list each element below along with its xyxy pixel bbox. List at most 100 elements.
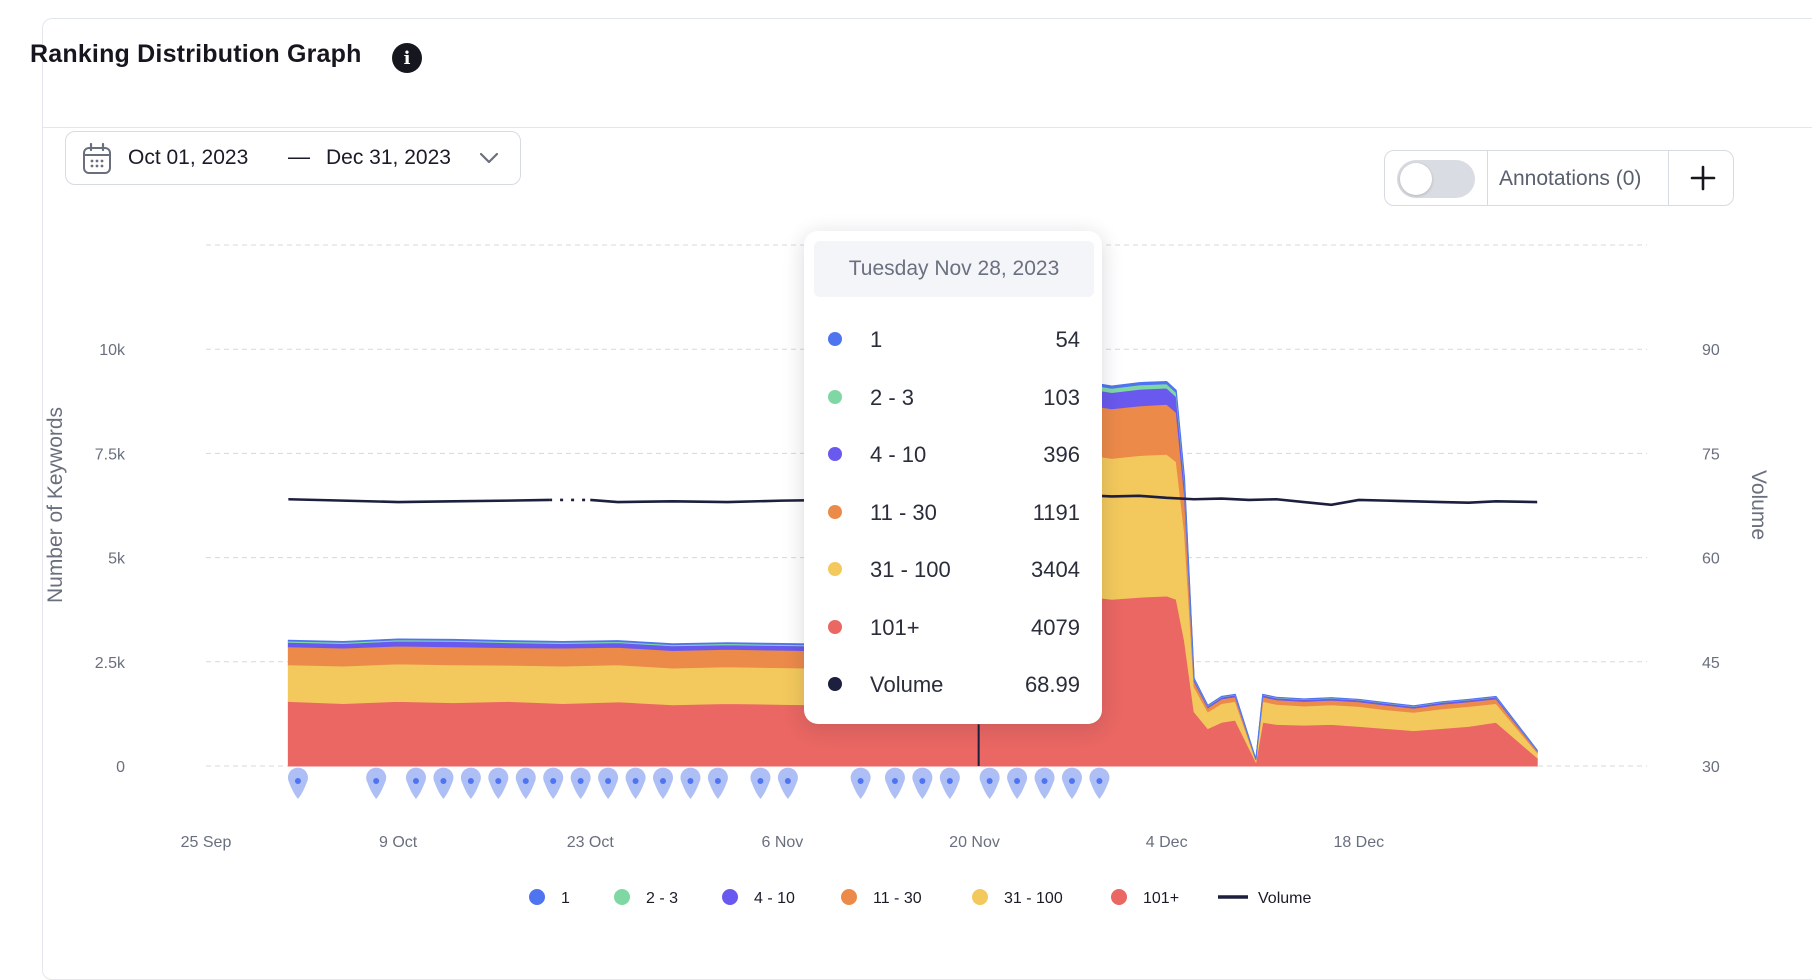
divider [1487, 151, 1488, 205]
annotation-pin-dot [495, 778, 502, 784]
y-right-axis-title: Volume [1747, 470, 1770, 540]
start-date[interactable]: Oct 01, 2023 [128, 146, 249, 169]
tooltip-value: 1191 [1032, 499, 1080, 525]
tooltip-label: 2 - 3 [870, 384, 915, 410]
end-date[interactable]: Dec 31, 2023 [326, 146, 451, 169]
annotation-pin-dot [440, 778, 447, 784]
annotation-pin-dot [757, 778, 764, 784]
calendar-icon [83, 143, 111, 174]
annotation-pin-dot [467, 778, 474, 784]
annotation-pin-dot [1096, 778, 1103, 784]
card-header [43, 19, 1812, 128]
tooltip-row: Volume 68.99 [804, 664, 1102, 704]
legend-dot-icon [841, 889, 857, 905]
tooltip-value: 3404 [1031, 557, 1080, 582]
annotation-pin-dot [1068, 778, 1075, 784]
tooltip-value: 396 [1043, 442, 1080, 467]
annotation-pin-dot [550, 778, 557, 784]
annotations-control: Annotations (0) [1384, 150, 1734, 206]
y-right-tick-label: 90 [1702, 342, 1720, 359]
legend-label: 4 - 10 [754, 890, 795, 907]
annotation-pin-dot [632, 778, 639, 784]
x-tick-label: 20 Nov [949, 834, 1000, 851]
tooltip-value: 54 [1055, 327, 1080, 352]
annotation-pin-dot [919, 778, 926, 784]
tooltip-value: 103 [1043, 384, 1080, 410]
y-right-tick-label: 45 [1702, 655, 1720, 672]
y-left-tick-label: 7.5k [95, 446, 126, 463]
x-tick-label: 6 Nov [762, 834, 804, 851]
y-left-tick-label: 10k [99, 342, 126, 359]
annotation-pin-dot [522, 778, 529, 784]
date-separator: — [288, 144, 310, 169]
annotation-pin-dot [660, 778, 667, 784]
annotation-pin-dot [857, 778, 864, 784]
annotation-pin-dot [1014, 778, 1021, 784]
tooltip-row: 4 - 10 396 [804, 434, 1102, 474]
tooltip-label: Volume [870, 672, 944, 697]
y-right-tick-label: 30 [1702, 759, 1720, 776]
tooltip-label: 101+ [870, 614, 920, 640]
tooltip-value: 4079 [1031, 614, 1080, 640]
annotation-pin-dot [986, 778, 993, 784]
tooltip-label: 11 - 30 [870, 499, 937, 525]
annotations-toggle[interactable] [1397, 160, 1475, 198]
series-dot-icon [828, 504, 842, 519]
legend-dot-icon [1111, 889, 1127, 905]
tooltip-label: 31 - 100 [870, 557, 951, 582]
y-left-tick-label: 0 [116, 759, 125, 776]
legend-label: 101+ [1143, 890, 1179, 907]
x-tick-label: 18 Dec [1333, 834, 1384, 851]
series-dot-icon [828, 389, 842, 404]
annotation-pin-dot [1041, 778, 1048, 784]
y-left-axis-title: Number of Keywords [44, 407, 67, 603]
legend-label: 11 - 30 [873, 890, 922, 907]
x-tick-label: 9 Oct [379, 834, 418, 851]
legend-dot-icon [972, 889, 988, 905]
tooltip-row: 11 - 30 1191 [804, 492, 1102, 532]
x-tick-label: 25 Sep [181, 834, 232, 851]
divider [1668, 151, 1669, 205]
y-left-tick-label: 2.5k [95, 655, 126, 672]
y-right-tick-label: 60 [1702, 551, 1720, 568]
legend-label: 2 - 3 [646, 890, 678, 907]
legend-dot-icon [614, 889, 630, 905]
annotation-pin-dot [891, 778, 898, 784]
tooltip-label: 4 - 10 [870, 442, 927, 467]
y-right-tick-label: 75 [1702, 446, 1720, 463]
plus-icon[interactable] [1685, 160, 1721, 196]
legend-dot-icon [722, 889, 738, 905]
info-icon[interactable]: i [392, 43, 422, 73]
date-range-picker[interactable]: Oct 01, 2023 — Dec 31, 2023 [65, 131, 521, 185]
tooltip-row: 101+ 4079 [804, 607, 1102, 647]
y-left-tick-label: 5k [108, 551, 126, 568]
series-dot-icon [828, 332, 842, 346]
tooltip-row: 2 - 3 103 [804, 377, 1102, 417]
annotation-pin-dot [784, 778, 791, 784]
tooltip-row: 1 54 [804, 319, 1102, 359]
x-tick-label: 23 Oct [567, 834, 615, 851]
annotation-pin-dot [577, 778, 584, 784]
legend-label: 31 - 100 [1004, 890, 1063, 907]
series-dot-icon [828, 562, 842, 576]
annotations-label: Annotations (0) [1499, 167, 1642, 190]
annotation-pin-dot [373, 778, 380, 784]
annotation-pin-dot [412, 778, 419, 784]
page-title: Ranking Distribution Graph [30, 40, 362, 68]
annotation-pin-dot [605, 778, 612, 784]
chevron-down-icon[interactable] [478, 149, 500, 167]
annotation-pin-dot [714, 778, 721, 784]
series-dot-icon [828, 619, 842, 634]
chart-tooltip: Tuesday Nov 28, 2023 1 54 2 - 3 103 4 - 10 39… [804, 231, 1102, 724]
toggle-knob [1400, 163, 1432, 195]
series-dot-icon [828, 447, 842, 461]
x-tick-label: 4 Dec [1146, 834, 1188, 851]
annotation-pin-dot [687, 778, 694, 784]
tooltip-label: 1 [870, 327, 883, 352]
legend-dot-icon [529, 889, 545, 905]
legend-label: 1 [561, 890, 570, 907]
annotation-pin-dot [946, 778, 953, 784]
volume-line [590, 493, 1538, 507]
tooltip-row: 31 - 100 3404 [804, 549, 1102, 589]
series-dot-icon [828, 677, 842, 691]
